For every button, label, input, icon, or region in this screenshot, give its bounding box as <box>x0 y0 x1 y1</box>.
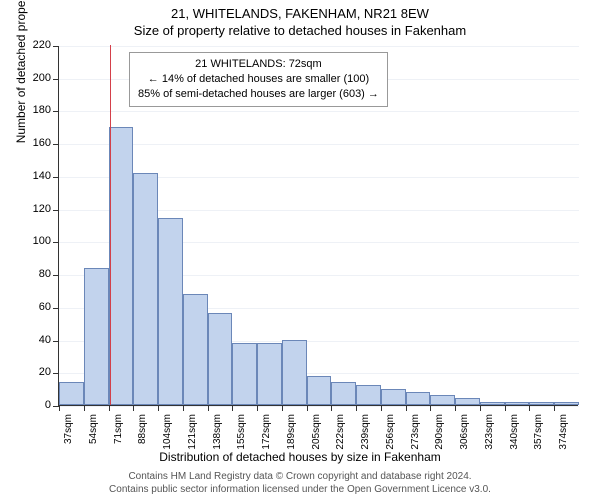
histogram-bar <box>480 402 505 405</box>
y-tick-label: 100 <box>21 235 51 247</box>
y-tick <box>53 79 59 80</box>
x-tick <box>133 405 134 411</box>
y-tick-label: 80 <box>21 268 51 280</box>
chart-container: { "header": { "title": "21, WHITELANDS, … <box>0 0 600 500</box>
histogram-bar <box>455 398 480 405</box>
annotation-line-2: ← 14% of detached houses are smaller (10… <box>138 72 379 87</box>
x-tick <box>480 405 481 411</box>
x-axis-label: Distribution of detached houses by size … <box>0 450 600 464</box>
x-tick <box>455 405 456 411</box>
y-tick <box>53 144 59 145</box>
y-tick <box>53 210 59 211</box>
y-tick-label: 120 <box>21 203 51 215</box>
y-tick <box>53 242 59 243</box>
chart-area: Number of detached properties 0204060801… <box>58 46 578 406</box>
x-tick <box>529 405 530 411</box>
y-tick <box>53 341 59 342</box>
y-tick <box>53 46 59 47</box>
histogram-bar <box>59 382 84 405</box>
histogram-bar <box>307 376 332 405</box>
histogram-bar <box>381 389 406 405</box>
annotation-line-3: 85% of semi-detached houses are larger (… <box>138 87 379 102</box>
chart-subtitle: Size of property relative to detached ho… <box>0 21 600 38</box>
y-tick <box>53 177 59 178</box>
footer-attribution: Contains HM Land Registry data © Crown c… <box>0 470 600 496</box>
histogram-bar <box>232 343 257 405</box>
x-tick <box>208 405 209 411</box>
histogram-bar <box>505 402 530 405</box>
y-tick-label: 160 <box>21 137 51 149</box>
histogram-bar <box>356 385 381 405</box>
histogram-bar <box>282 340 307 405</box>
x-tick <box>430 405 431 411</box>
subject-marker-line <box>110 45 112 405</box>
y-tick-label: 140 <box>21 170 51 182</box>
gridline <box>59 111 579 112</box>
histogram-bar <box>133 173 158 405</box>
y-tick <box>53 275 59 276</box>
y-tick-label: 40 <box>21 334 51 346</box>
x-tick <box>406 405 407 411</box>
gridline <box>59 144 579 145</box>
gridline <box>59 406 579 407</box>
plot-area: 02040608010012014016018020022037sqm54sqm… <box>58 46 578 406</box>
x-tick <box>183 405 184 411</box>
y-tick-label: 0 <box>21 399 51 411</box>
histogram-bar <box>529 402 554 405</box>
x-tick <box>282 405 283 411</box>
x-tick <box>158 405 159 411</box>
histogram-bar <box>84 268 109 405</box>
histogram-bar <box>158 218 183 405</box>
y-tick-label: 60 <box>21 301 51 313</box>
x-tick <box>505 405 506 411</box>
y-tick-label: 180 <box>21 104 51 116</box>
histogram-bar <box>554 402 579 405</box>
annotation-box: 21 WHITELANDS: 72sqm ← 14% of detached h… <box>129 52 388 107</box>
histogram-bar <box>183 294 208 405</box>
x-tick <box>59 405 60 411</box>
histogram-bar <box>430 395 455 405</box>
footer-line-2: Contains public sector information licen… <box>0 483 600 496</box>
x-tick <box>554 405 555 411</box>
x-tick <box>356 405 357 411</box>
histogram-bar <box>331 382 356 405</box>
x-tick <box>109 405 110 411</box>
chart-title: 21, WHITELANDS, FAKENHAM, NR21 8EW <box>0 0 600 21</box>
histogram-bar <box>208 313 233 405</box>
y-tick-label: 220 <box>21 39 51 51</box>
y-tick-label: 20 <box>21 366 51 378</box>
gridline <box>59 46 579 47</box>
x-tick <box>381 405 382 411</box>
y-tick-label: 200 <box>21 72 51 84</box>
histogram-bar <box>109 127 134 405</box>
x-tick <box>307 405 308 411</box>
x-tick <box>257 405 258 411</box>
y-tick <box>53 308 59 309</box>
footer-line-1: Contains HM Land Registry data © Crown c… <box>0 470 600 483</box>
x-tick <box>84 405 85 411</box>
y-tick <box>53 111 59 112</box>
histogram-bar <box>257 343 282 405</box>
histogram-bar <box>406 392 431 405</box>
y-tick <box>53 373 59 374</box>
x-tick <box>331 405 332 411</box>
x-tick <box>232 405 233 411</box>
annotation-line-1: 21 WHITELANDS: 72sqm <box>138 57 379 72</box>
